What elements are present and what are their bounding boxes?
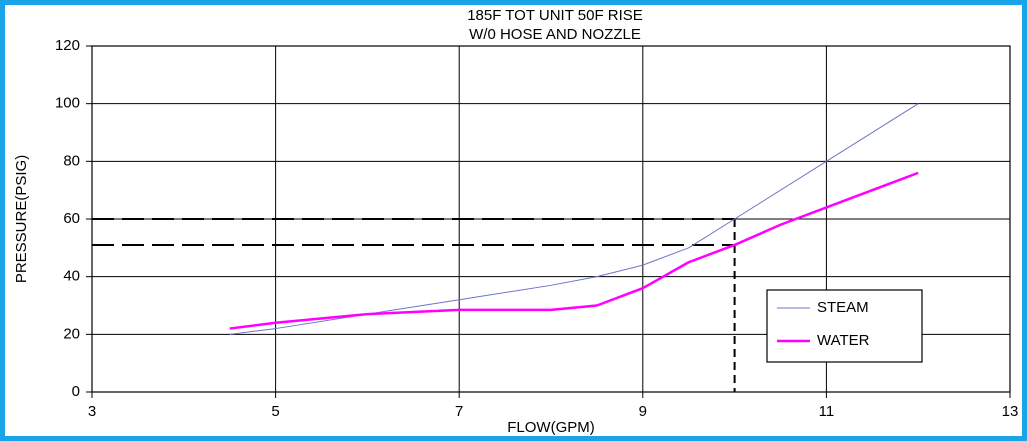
x-tick-label: 3 <box>88 403 96 420</box>
series-line <box>229 103 919 335</box>
y-tick-label: 40 <box>63 268 80 285</box>
legend-label: STEAM <box>817 299 869 316</box>
legend-box <box>766 289 923 363</box>
x-tick-label: 9 <box>639 403 647 420</box>
y-tick-label: 20 <box>63 325 80 342</box>
y-tick-label: 100 <box>55 95 80 112</box>
y-tick-label: 60 <box>63 210 80 227</box>
legend-label: WATER <box>817 332 870 349</box>
y-tick-label: 120 <box>55 37 80 54</box>
y-tick-label: 80 <box>63 152 80 169</box>
y-axis-label: PRESSURE(PSIG) <box>13 155 30 283</box>
y-tick-label: 0 <box>72 383 80 400</box>
x-tick-label: 13 <box>1002 403 1019 420</box>
x-tick-label: 11 <box>819 403 835 420</box>
series-line <box>229 171 919 330</box>
x-axis-label: FLOW(GPM) <box>507 419 595 436</box>
x-tick-label: 7 <box>455 403 463 420</box>
x-tick-label: 5 <box>271 403 279 420</box>
chart-subtitle: W/0 HOSE AND NOZZLE <box>469 26 641 43</box>
chart-title: 185F TOT UNIT 50F RISE <box>467 7 643 24</box>
